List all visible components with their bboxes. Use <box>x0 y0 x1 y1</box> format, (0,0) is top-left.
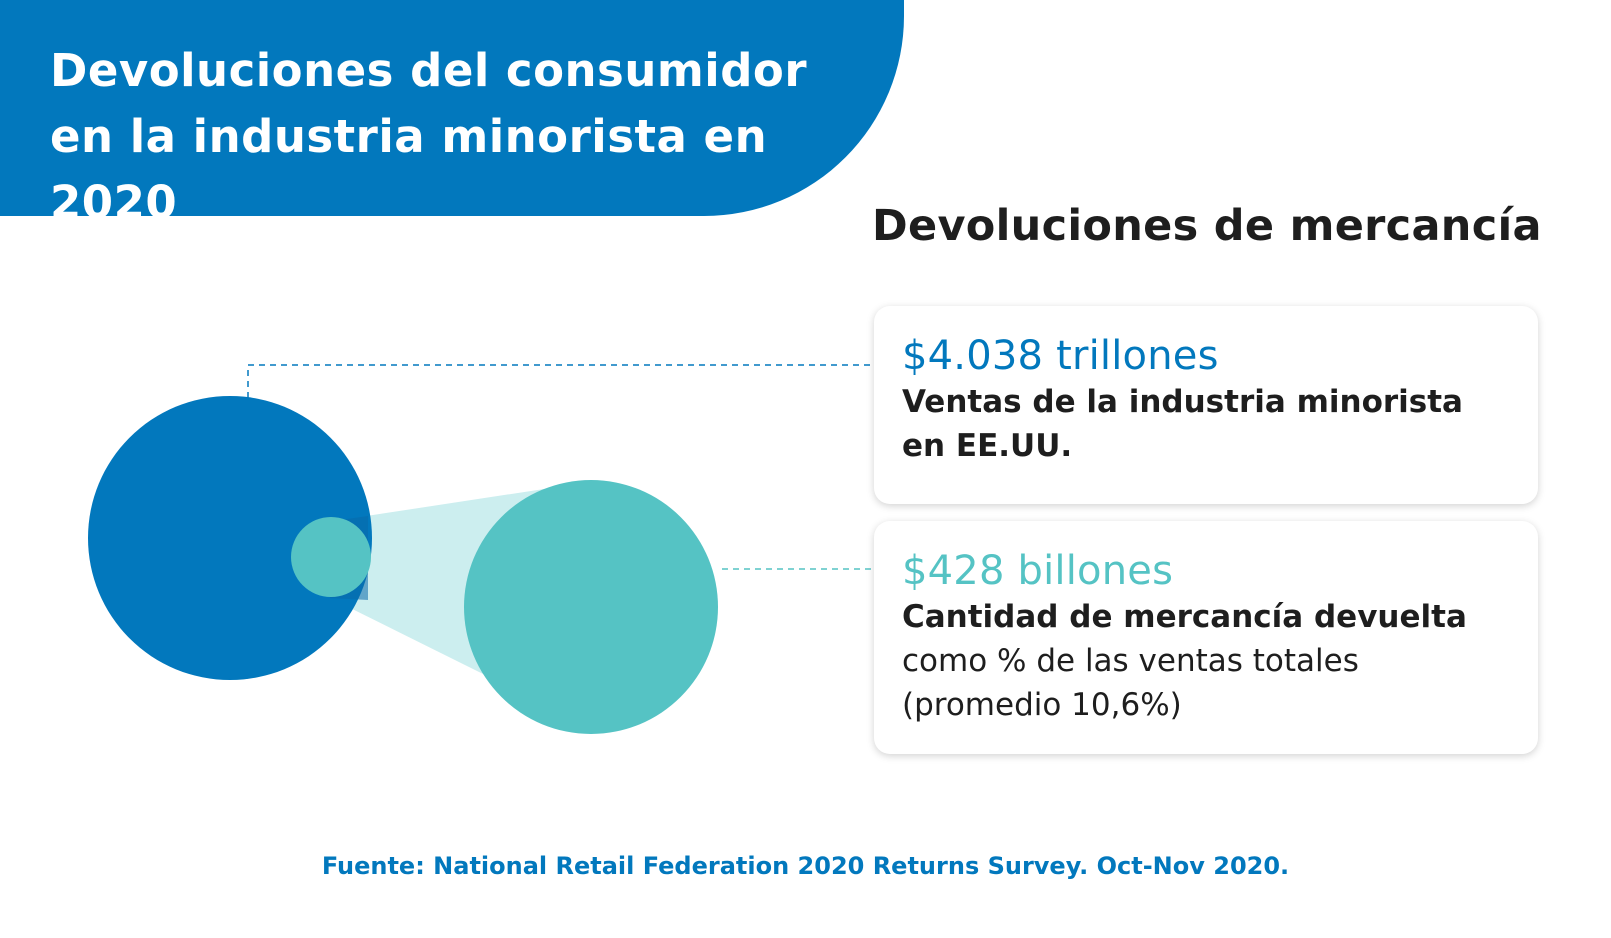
section-title: Devoluciones de mercancía <box>872 201 1542 251</box>
total-sales-circle <box>88 396 372 680</box>
returns-description-line-3: (promedio 10,6%) <box>902 687 1182 723</box>
sales-description-line-1: Ventas de la industria minorista <box>902 384 1463 420</box>
connector-line-sales <box>247 364 872 398</box>
returns-card: $428 billones Cantidad de mercancía devu… <box>874 521 1538 754</box>
returns-circle <box>464 480 718 734</box>
source-citation: Fuente: National Retail Federation 2020 … <box>321 852 1290 880</box>
returns-description-line-2: como % de las ventas totales <box>902 643 1359 679</box>
header-banner <box>0 0 904 216</box>
sales-card: $4.038 trillones Ventas de la industria … <box>874 306 1538 504</box>
returns-share-circle <box>291 517 371 597</box>
sales-description-line-2: en EE.UU. <box>902 428 1073 464</box>
returns-amount: $428 billones <box>902 548 1174 594</box>
sales-amount: $4.038 trillones <box>902 333 1219 379</box>
returns-description-line-1: Cantidad de mercancía devuelta <box>902 599 1467 635</box>
page-title: Devoluciones del consumidor en la indust… <box>50 44 808 229</box>
